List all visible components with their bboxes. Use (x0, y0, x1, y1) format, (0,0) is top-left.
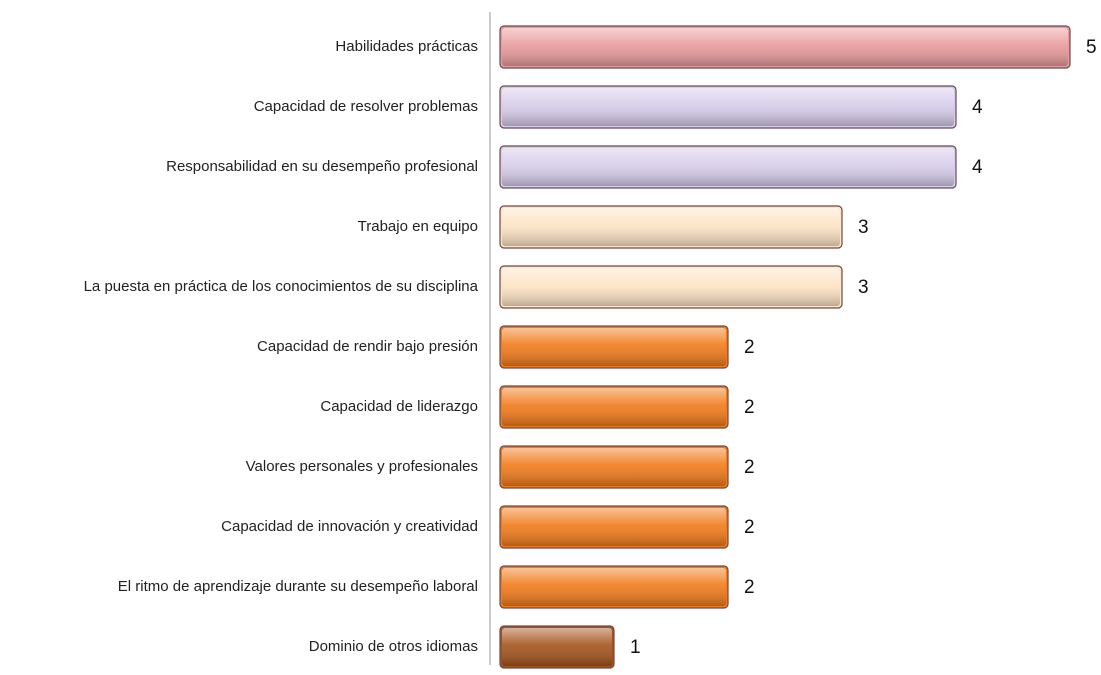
category-text: Trabajo en equipo (357, 218, 478, 235)
category-label: Valores personales y profesionales (58, 442, 478, 492)
category-label: El ritmo de aprendizaje durante su desem… (58, 562, 478, 612)
category-label: Capacidad de rendir bajo presión (58, 322, 478, 372)
category-label: Habilidades prácticas (58, 22, 478, 72)
value-label: 4 (972, 97, 983, 118)
bar-shine (502, 388, 726, 426)
value-label: 2 (744, 577, 755, 598)
category-label: Dominio de otros idiomas (58, 622, 478, 672)
bar-shine (502, 448, 726, 486)
category-text: Capacidad de rendir bajo presión (257, 338, 478, 355)
bar-shine (502, 208, 840, 246)
category-label: Capacidad de resolver problemas (58, 82, 478, 132)
category-label: La puesta en práctica de los conocimient… (58, 262, 478, 312)
bar-shine (502, 148, 954, 186)
category-text: Responsabilidad en su desempeño profesio… (166, 158, 478, 175)
bar-shine (502, 328, 726, 366)
value-label: 3 (858, 277, 869, 298)
value-label: 2 (744, 457, 755, 478)
category-label: Responsabilidad en su desempeño profesio… (58, 142, 478, 192)
category-text: Capacidad de innovación y creatividad (221, 518, 478, 535)
category-label: Capacidad de innovación y creatividad (58, 502, 478, 552)
category-label: Trabajo en equipo (58, 202, 478, 252)
category-text: La puesta en práctica de los conocimient… (83, 278, 478, 295)
value-label: 5 (1086, 37, 1097, 58)
bar-shine (502, 88, 954, 126)
value-label: 2 (744, 337, 755, 358)
category-text: Valores personales y profesionales (245, 458, 478, 475)
bar-shine (502, 508, 726, 546)
bar-shine (502, 568, 726, 606)
value-label: 1 (630, 637, 641, 658)
value-label: 4 (972, 157, 983, 178)
value-label: 3 (858, 217, 869, 238)
value-label: 2 (744, 517, 755, 538)
bar-shine (502, 628, 612, 666)
value-label: 2 (744, 397, 755, 418)
bar-shine (502, 28, 1068, 66)
category-text: El ritmo de aprendizaje durante su desem… (117, 578, 478, 595)
category-text: Capacidad de resolver problemas (253, 98, 478, 115)
category-label: Capacidad de liderazgo (58, 382, 478, 432)
category-text: Dominio de otros idiomas (308, 638, 478, 655)
category-text: Capacidad de liderazgo (320, 398, 478, 415)
category-text: Habilidades prácticas (335, 38, 478, 55)
bar-shine (502, 268, 840, 306)
